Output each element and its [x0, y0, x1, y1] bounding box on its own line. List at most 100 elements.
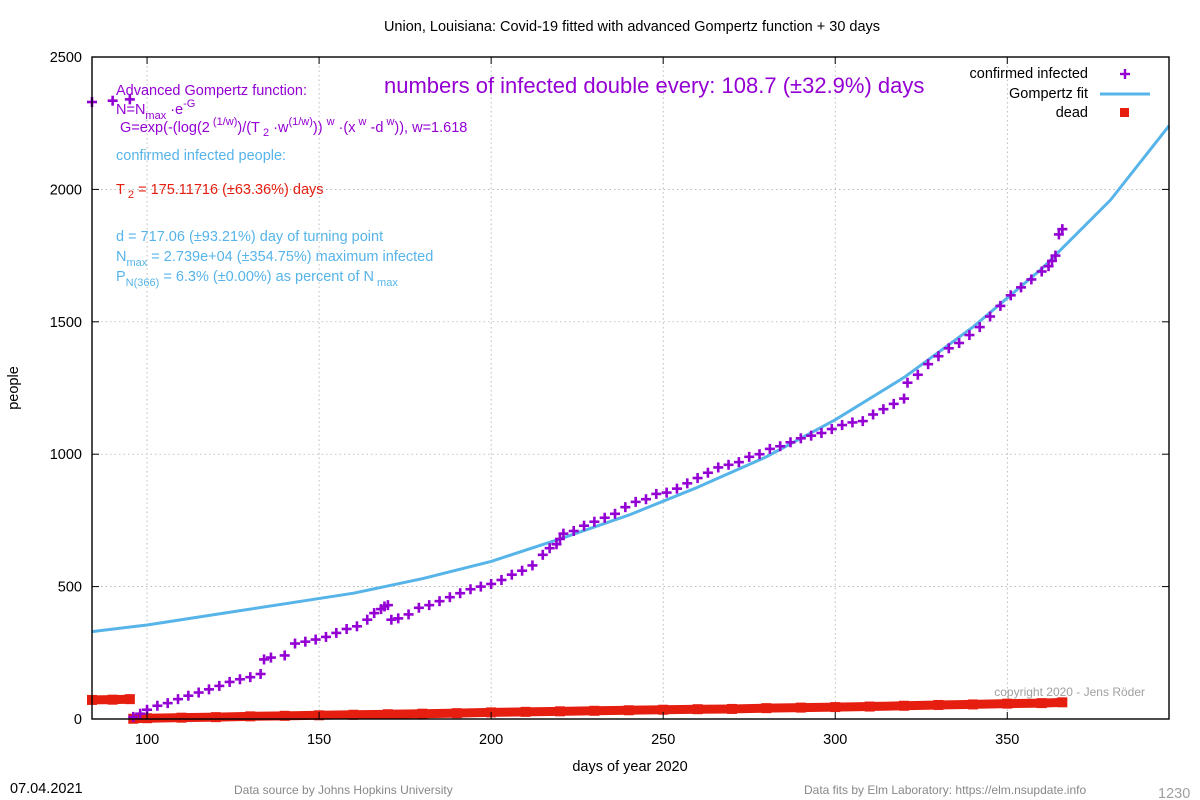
infected-point: [341, 623, 352, 634]
infected-point: [943, 343, 954, 354]
dead-band-segment: [250, 711, 285, 721]
x-tick-label: 150: [307, 732, 331, 748]
y-axis-label: people: [6, 366, 22, 410]
infected-point: [1050, 250, 1061, 261]
dead-band-segment: [1007, 698, 1042, 709]
infected-point: [1047, 255, 1058, 266]
dead-band-segment: [181, 712, 216, 723]
infected-point: [857, 416, 868, 427]
infected-point: [413, 602, 424, 613]
infected-point: [651, 488, 662, 499]
infected-point: [362, 614, 373, 625]
infected-point: [764, 443, 775, 454]
x-tick-label: 100: [135, 732, 159, 748]
infected-point: [816, 428, 827, 439]
x-tick-label: 350: [995, 732, 1019, 748]
x-axis-label: days of year 2020: [572, 759, 687, 775]
infected-point: [661, 487, 672, 498]
dead-band-segment: [559, 706, 595, 716]
infected-point: [620, 502, 631, 513]
infected-point: [537, 549, 548, 560]
infected-point: [193, 687, 204, 698]
nmax-text: Nmax = 2.739e+04 (±354.75%) maximum infe…: [116, 249, 433, 269]
infected-point: [310, 634, 321, 645]
y-tick-label: 500: [58, 580, 82, 596]
formula-line1: N=Nmax ·e-G: [116, 98, 195, 122]
dead-band-segment: [353, 709, 388, 720]
dead-band-segment: [215, 711, 251, 722]
dead-series-layer: [87, 694, 1068, 724]
infected-point: [964, 330, 975, 341]
infected-series-layer: [87, 94, 1068, 722]
infected-point: [331, 627, 342, 638]
x-tick-label: 250: [651, 732, 675, 748]
y-tick-label: 2500: [50, 50, 82, 66]
infected-point: [517, 565, 528, 576]
infected-point: [806, 430, 817, 441]
doubling-time-text: numbers of infected double every: 108.7 …: [384, 73, 924, 98]
dead-band-segment: [1041, 697, 1063, 708]
infected-point: [554, 533, 565, 544]
infected-point: [351, 621, 362, 632]
dead-band-segment: [319, 710, 354, 720]
infected-point: [837, 420, 848, 431]
dead-band-segment: [663, 704, 698, 715]
infected-point: [1016, 282, 1027, 293]
legend-label-dead: dead: [1056, 105, 1088, 121]
infected-point: [455, 588, 466, 599]
footer-source: Data source by Johns Hopkins University: [234, 783, 453, 797]
infected-point: [933, 351, 944, 362]
infected-point: [107, 95, 118, 106]
infected-point: [434, 596, 445, 607]
dead-band-segment: [628, 705, 664, 715]
infected-point: [135, 708, 146, 719]
dead-band-segment: [766, 703, 801, 713]
legend-marker-dead: [1120, 108, 1129, 117]
dead-band-segment: [456, 707, 492, 718]
infected-point: [124, 94, 135, 105]
infected-point: [682, 478, 693, 489]
infected-point: [152, 700, 163, 711]
infected-point: [320, 631, 331, 642]
infected-point: [912, 369, 923, 380]
gompertz-fit-layer: [91, 124, 1171, 634]
infected-point: [475, 581, 486, 592]
y-tick-label: 1500: [50, 315, 82, 331]
infected-point: [923, 359, 934, 370]
percent-text: PN(366) = 6.3% (±0.00%) as percent of N …: [116, 269, 398, 289]
infected-point: [985, 311, 996, 322]
infected-point: [382, 600, 393, 611]
infected-point: [692, 473, 703, 484]
infected-point: [424, 600, 435, 611]
t2-value: T 2 = 175.11716 (±63.36%) days: [116, 182, 324, 201]
infected-point: [744, 451, 755, 462]
infected-point: [496, 574, 507, 585]
infected-point: [224, 676, 235, 687]
infected-point: [214, 680, 225, 691]
dead-band-segment: [146, 713, 182, 723]
infected-point: [558, 528, 569, 539]
infected-point: [506, 569, 517, 580]
axis-ticks: 100 150 200 250 300 350 0 500 1000 1500 2000 2500: [50, 50, 1169, 748]
gompertz-fit-line: [91, 124, 1171, 634]
infected-point: [775, 441, 786, 452]
infected-point: [290, 638, 301, 649]
infected-point: [723, 459, 734, 470]
infected-point: [1043, 261, 1054, 272]
infected-point: [444, 592, 455, 603]
infected-point: [465, 584, 476, 595]
formula-title: Advanced Gompertz function:: [116, 83, 307, 99]
infected-point: [403, 609, 414, 620]
infected-point: [527, 560, 538, 571]
infected-point: [954, 337, 965, 348]
infected-point: [203, 684, 214, 695]
dead-band-segment: [835, 702, 870, 712]
infected-point: [259, 654, 270, 665]
legend-marker-infected: [1120, 69, 1130, 79]
infected-point: [599, 512, 610, 523]
dead-band-segment: [112, 694, 130, 705]
infected-point: [589, 516, 600, 527]
copyright-text: copyright 2020 - Jens Röder: [994, 685, 1145, 699]
infected-point: [300, 636, 311, 647]
infected-point: [544, 543, 555, 554]
